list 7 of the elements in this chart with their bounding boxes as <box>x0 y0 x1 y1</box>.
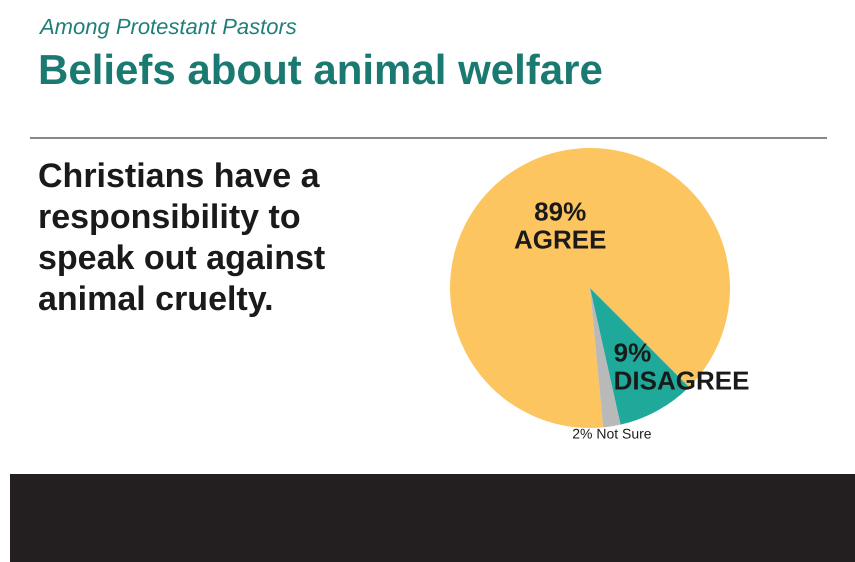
slice-label: 2% Not Sure <box>572 425 652 442</box>
text: Christians have a responsibility to speak out against animal cruelty. <box>38 156 326 320</box>
data-label: 9% <box>614 338 652 368</box>
text: Among Protestant Pastors <box>40 14 297 40</box>
slice-label: AGREE <box>514 224 606 255</box>
chart-title: Beliefs about animal welfare <box>38 46 603 94</box>
data-label: 89% <box>534 196 586 227</box>
